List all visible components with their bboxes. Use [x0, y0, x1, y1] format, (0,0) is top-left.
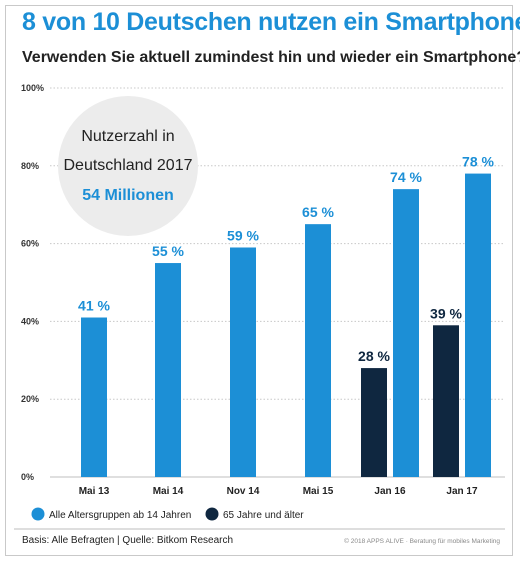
callout-line-1: Nutzerzahl in	[81, 128, 174, 145]
x-tick-label-5: Jan 17	[446, 486, 478, 497]
y-tick-label-80: 80%	[21, 161, 39, 171]
data-label-all-ages-3: 65 %	[302, 204, 334, 220]
y-tick-label-0: 0%	[21, 472, 34, 482]
legend-label-0: Alle Altersgruppen ab 14 Jahren	[49, 510, 191, 521]
data-label-all-ages-1: 55 %	[152, 243, 184, 259]
data-label-seniors-5: 39 %	[430, 305, 462, 321]
x-tick-label-3: Mai 15	[303, 486, 334, 497]
labels-layer: 41 % Mai 13 55 % Mai 14 59 % Nov 14 65 % Mai 15…	[78, 154, 494, 497]
bars-layer	[81, 173, 491, 477]
x-tick-label-2: Nov 14	[227, 486, 260, 497]
data-label-all-ages-2: 59 %	[227, 227, 259, 243]
legend-marker-0	[31, 507, 45, 521]
grid-layer: 0% 20% 40% 60% 80% 100%	[21, 83, 505, 482]
copyright-note: © 2018 APPS ALIVE · Beratung für mobiles…	[344, 537, 500, 545]
bar-seniors-5	[433, 325, 459, 477]
x-tick-label-0: Mai 13	[79, 486, 110, 497]
legend-label-1: 65 Jahre und älter	[223, 510, 304, 521]
legend: Alle Altersgruppen ab 14 Jahren 65 Jahre …	[31, 507, 304, 521]
y-tick-label-40: 40%	[21, 316, 39, 326]
callout-circle	[58, 96, 198, 236]
bar-all-ages-1	[155, 263, 181, 477]
bar-all-ages-2	[230, 247, 256, 477]
y-tick-label-100: 100%	[21, 83, 44, 93]
data-label-all-ages-0: 41 %	[78, 298, 110, 314]
chart-title: 8 von 10 Deutschen nutzen ein Smartphone	[22, 8, 520, 36]
user-count-callout: Nutzerzahl in Deutschland 2017 54 Millio…	[58, 96, 198, 236]
x-tick-label-1: Mai 14	[153, 486, 184, 497]
data-label-all-ages-5: 78 %	[462, 154, 494, 170]
chart-subtitle: Verwenden Sie aktuell zumindest hin und …	[22, 49, 520, 66]
callout-line-2: Deutschland 2017	[64, 157, 193, 174]
bar-all-ages-4	[393, 189, 419, 477]
source-note: Basis: Alle Befragten | Quelle: Bitkom R…	[22, 535, 233, 546]
bar-all-ages-3	[305, 224, 331, 477]
y-tick-label-20: 20%	[21, 394, 39, 404]
bar-all-ages-0	[81, 317, 107, 477]
bar-seniors-4	[361, 368, 387, 477]
bar-all-ages-5	[465, 173, 491, 477]
y-tick-label-60: 60%	[21, 239, 39, 249]
callout-value: 54 Millionen	[82, 187, 174, 204]
data-label-seniors-4: 28 %	[358, 348, 390, 364]
legend-marker-1	[205, 507, 219, 521]
data-label-all-ages-4: 74 %	[390, 169, 422, 185]
x-tick-label-4: Jan 16	[374, 486, 406, 497]
